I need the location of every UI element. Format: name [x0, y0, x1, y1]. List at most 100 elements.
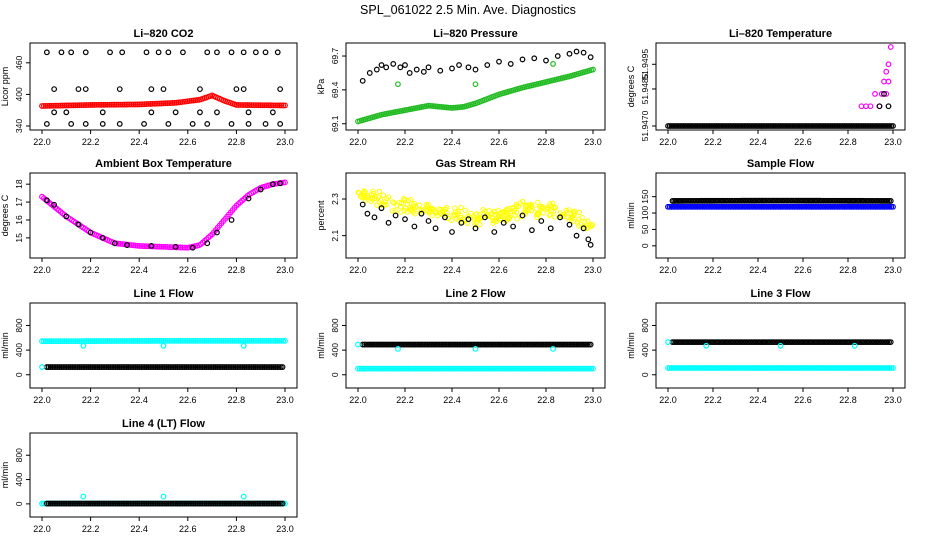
data-point [143, 49, 150, 56]
data-point [414, 365, 421, 372]
y-axis-label: ml/min [626, 202, 636, 229]
panel-title: Li–820 Pressure [433, 28, 517, 40]
y-tick-label: 100 [640, 206, 650, 220]
data-point [546, 212, 553, 219]
panel-title: Gas Stream RH [435, 158, 515, 170]
data-point [49, 500, 56, 507]
data-point [458, 219, 465, 226]
data-point [581, 365, 587, 372]
data-point [185, 500, 192, 507]
data-point [169, 364, 175, 370]
data-point [881, 91, 887, 97]
data-point [183, 337, 189, 344]
x-tick-label: 22.0 [659, 137, 677, 147]
data-point [890, 365, 896, 371]
data-point [87, 500, 94, 507]
data-point [124, 242, 130, 248]
data-point [566, 221, 573, 228]
y-tick-label: 800 [14, 448, 24, 462]
data-point [169, 500, 175, 507]
data-point [214, 49, 220, 56]
data-point [100, 364, 106, 370]
data-point [134, 338, 141, 344]
data-point [147, 500, 154, 507]
data-point [539, 203, 545, 210]
data-point [111, 240, 118, 247]
data-point [416, 365, 423, 372]
data-point [557, 214, 563, 221]
data-point [80, 500, 87, 507]
data-point [267, 337, 273, 344]
data-point [585, 236, 592, 243]
data-point [192, 364, 199, 370]
data-point [872, 91, 878, 97]
data-point [445, 365, 452, 372]
data-point [154, 500, 161, 507]
data-point [359, 194, 365, 200]
data-point [247, 364, 253, 370]
data-point [259, 337, 266, 344]
data-point [130, 101, 137, 108]
data-point [885, 103, 892, 110]
data-point [87, 364, 94, 370]
data-point [276, 337, 283, 344]
x-tick-label: 22.2 [396, 265, 414, 275]
data-point [587, 241, 594, 248]
data-point [205, 364, 212, 370]
data-point [498, 217, 504, 223]
data-point [47, 364, 54, 370]
data-point [107, 49, 113, 56]
data-point [246, 337, 253, 344]
data-point [229, 337, 236, 344]
data-point [50, 102, 57, 109]
data-point [427, 365, 434, 372]
data-point [240, 49, 247, 56]
data-point [272, 500, 279, 507]
data-point [65, 364, 72, 370]
data-point [67, 102, 73, 109]
data-point [237, 337, 244, 344]
data-point [239, 337, 245, 344]
data-point [69, 102, 75, 109]
data-point [89, 364, 96, 370]
data-point [143, 364, 150, 370]
data-point [99, 120, 106, 127]
data-point [117, 338, 124, 344]
data-point [890, 123, 896, 129]
data-point [201, 337, 208, 344]
data-point [63, 364, 70, 370]
data-point [78, 500, 85, 507]
data-point [276, 102, 283, 109]
data-point [576, 209, 583, 216]
chart-panel: Ambient Box Temperature degrees C 22.0 22.2… [0, 158, 298, 275]
data-point [147, 364, 154, 370]
data-point [378, 62, 385, 68]
data-point [83, 500, 90, 507]
data-point [138, 101, 144, 108]
data-point [108, 338, 115, 344]
data-point [160, 364, 166, 370]
data-point [67, 364, 74, 370]
x-tick-label: 22.2 [704, 137, 722, 147]
data-point [156, 100, 163, 107]
data-point [58, 364, 65, 370]
data-point [141, 101, 148, 108]
data-point [158, 337, 165, 344]
y-tick-label: 340 [14, 119, 24, 133]
data-point [76, 364, 83, 370]
data-point [259, 102, 266, 109]
data-point [107, 500, 114, 507]
data-point [502, 212, 508, 218]
x-tick-label: 22.6 [179, 137, 197, 147]
data-point [245, 120, 252, 127]
data-point [62, 500, 68, 507]
data-point [197, 337, 204, 344]
data-point [95, 338, 101, 344]
data-point [178, 364, 184, 370]
data-point [57, 338, 64, 345]
data-point [174, 500, 181, 507]
data-point [468, 210, 474, 217]
data-point [257, 186, 264, 193]
data-point [492, 211, 498, 218]
data-point [423, 365, 430, 372]
